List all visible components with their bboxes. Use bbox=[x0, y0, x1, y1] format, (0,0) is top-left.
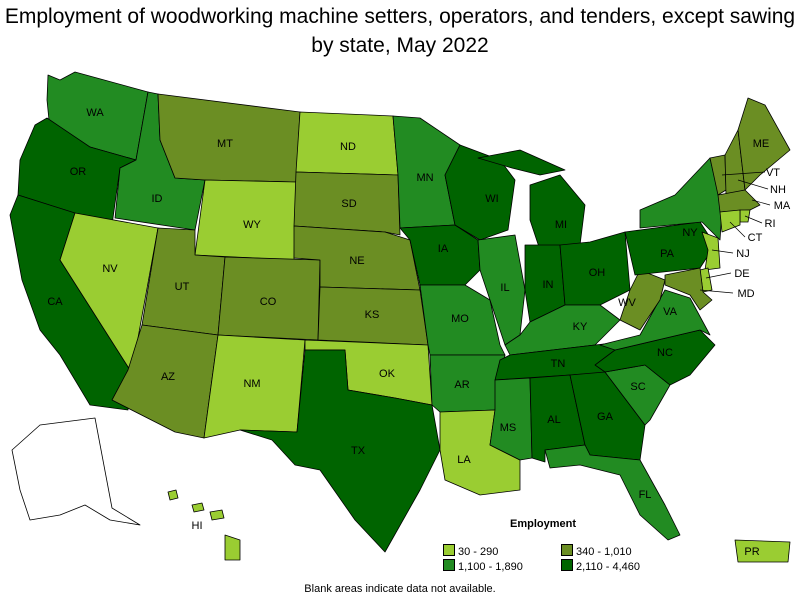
state-MA[interactable] bbox=[717, 189, 761, 213]
legend-swatch-1 bbox=[443, 544, 455, 556]
state-HI[interactable] bbox=[167, 489, 241, 561]
label-VA: VA bbox=[663, 306, 678, 318]
legend-item-3: 1,100 - 1,890 bbox=[443, 559, 523, 573]
label-RI: RI bbox=[765, 218, 776, 230]
label-GA: GA bbox=[597, 411, 614, 423]
map-title: Employment of woodworking machine setter… bbox=[4, 5, 796, 57]
leader-NJ bbox=[711, 249, 734, 254]
state-VA[interactable] bbox=[599, 289, 711, 351]
leader-NH bbox=[737, 179, 769, 190]
legend-title: Employment bbox=[509, 518, 576, 530]
label-DE: DE bbox=[734, 268, 749, 280]
label-SD: SD bbox=[341, 198, 356, 210]
label-MD: MD bbox=[737, 288, 754, 300]
legend: Employment 30 - 290 340 - 1,010 1,100 - … bbox=[443, 518, 663, 573]
state-NJ[interactable] bbox=[701, 231, 721, 271]
state-CT[interactable] bbox=[719, 209, 741, 233]
legend-label-4: 2,110 - 4,460 bbox=[576, 561, 641, 573]
label-PA: PA bbox=[660, 248, 675, 260]
label-NJ: NJ bbox=[736, 248, 749, 260]
label-MS: MS bbox=[500, 422, 517, 434]
label-MI: MI bbox=[555, 219, 567, 231]
label-NY: NY bbox=[682, 227, 698, 239]
label-CO: CO bbox=[260, 296, 277, 308]
label-MT: MT bbox=[217, 138, 233, 150]
label-NH: NH bbox=[770, 184, 786, 196]
label-IA: IA bbox=[438, 243, 449, 255]
label-KS: KS bbox=[365, 309, 380, 321]
state-labels: WA OR CA ID NV MT WY UT AZ CO NM ND SD N… bbox=[47, 107, 791, 558]
state-MD[interactable] bbox=[664, 267, 713, 311]
leader-DE bbox=[705, 272, 732, 279]
leader-MA bbox=[751, 199, 771, 206]
state-WI[interactable] bbox=[444, 144, 516, 241]
label-FL: FL bbox=[639, 489, 652, 501]
leader-VT bbox=[721, 171, 766, 176]
label-AR: AR bbox=[454, 379, 469, 391]
label-WI: WI bbox=[485, 193, 498, 205]
label-OH: OH bbox=[589, 267, 606, 279]
label-AZ: AZ bbox=[161, 371, 175, 383]
label-SC: SC bbox=[630, 381, 645, 393]
label-UT: UT bbox=[175, 281, 190, 293]
legend-item-4: 2,110 - 4,460 bbox=[561, 559, 640, 573]
label-ND: ND bbox=[340, 141, 356, 153]
label-TX: TX bbox=[351, 445, 366, 457]
state-MS[interactable] bbox=[489, 377, 533, 461]
label-MA: MA bbox=[774, 200, 791, 212]
label-HI: HI bbox=[192, 520, 203, 532]
label-VT: VT bbox=[766, 167, 780, 179]
state-TX[interactable] bbox=[239, 349, 441, 553]
state-AK[interactable] bbox=[11, 417, 141, 526]
label-IL: IL bbox=[500, 282, 509, 294]
legend-swatch-4 bbox=[561, 559, 573, 571]
label-KY: KY bbox=[573, 321, 588, 333]
label-PR: PR bbox=[744, 546, 759, 558]
label-ME: ME bbox=[753, 138, 770, 150]
state-MO[interactable] bbox=[419, 284, 506, 356]
legend-label-1: 30 - 290 bbox=[458, 546, 499, 558]
state-FL[interactable] bbox=[544, 444, 681, 541]
label-MN: MN bbox=[416, 172, 433, 184]
label-AL: AL bbox=[547, 414, 560, 426]
label-OR: OR bbox=[70, 166, 87, 178]
label-leader-lines bbox=[699, 171, 771, 294]
label-NC: NC bbox=[657, 347, 673, 359]
label-WY: WY bbox=[243, 219, 261, 231]
legend-item-2: 340 - 1,010 bbox=[561, 544, 632, 558]
label-WV: WV bbox=[618, 297, 636, 309]
label-IN: IN bbox=[543, 279, 554, 291]
legend-swatch-2 bbox=[561, 544, 573, 556]
legend-label-2: 340 - 1,010 bbox=[576, 546, 632, 558]
legend-item-1: 30 - 290 bbox=[443, 544, 498, 558]
label-NE: NE bbox=[349, 255, 364, 267]
state-PR[interactable] bbox=[734, 539, 791, 563]
label-CT: CT bbox=[748, 232, 763, 244]
label-TN: TN bbox=[551, 358, 566, 370]
leader-CT bbox=[729, 221, 746, 238]
label-OK: OK bbox=[379, 368, 396, 380]
state-SD[interactable] bbox=[293, 171, 401, 236]
legend-label-3: 1,100 - 1,890 bbox=[458, 561, 523, 573]
footnote: Blank areas indicate data not available. bbox=[304, 583, 496, 595]
leader-MD bbox=[699, 289, 734, 294]
label-CA: CA bbox=[47, 296, 63, 308]
label-LA: LA bbox=[457, 454, 471, 466]
leader-RI bbox=[744, 215, 763, 224]
label-ID: ID bbox=[152, 193, 163, 205]
label-WA: WA bbox=[86, 107, 104, 119]
legend-swatch-3 bbox=[443, 559, 455, 571]
label-NV: NV bbox=[102, 263, 118, 275]
label-MO: MO bbox=[451, 313, 469, 325]
label-NM: NM bbox=[243, 378, 260, 390]
